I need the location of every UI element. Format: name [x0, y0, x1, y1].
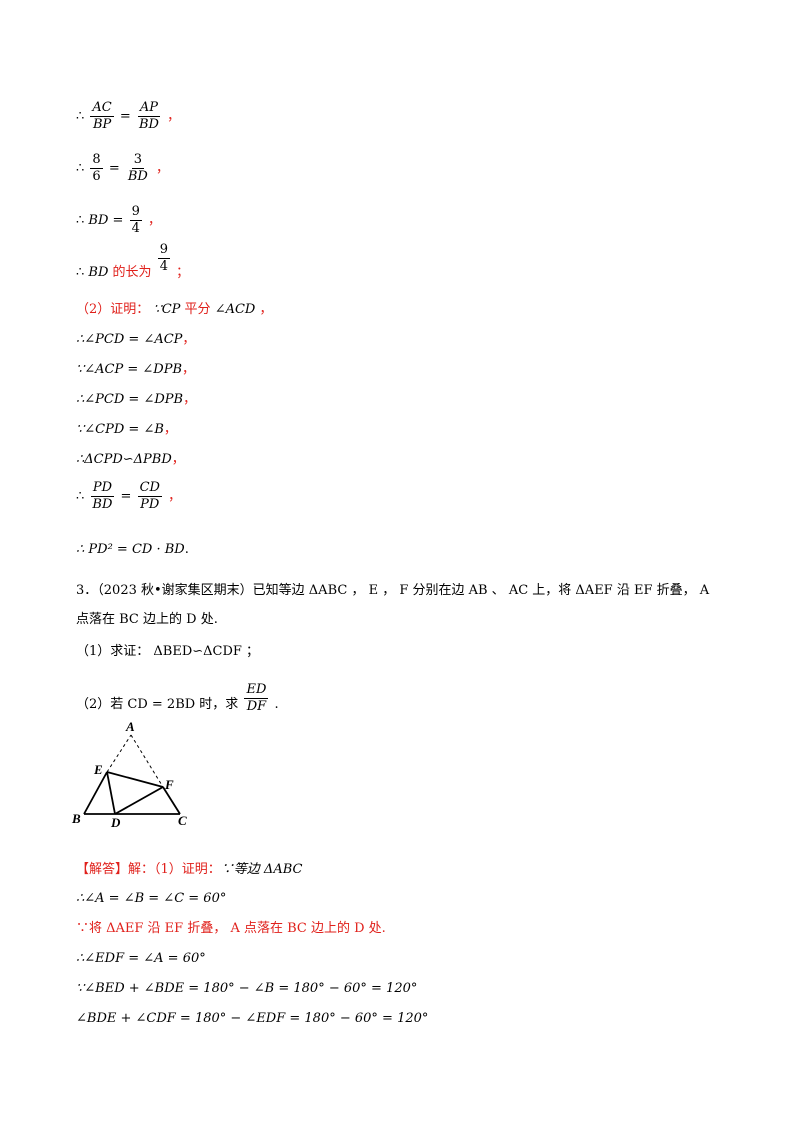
label-b: B — [71, 811, 81, 826]
label-a: A — [125, 719, 135, 734]
label-c: C — [178, 813, 187, 828]
answer-line: ∵将 ΔAEF 沿 EF 折叠， A 点落在 BC 边上的 D 处. — [76, 921, 386, 936]
answer-header: 【解答】解：（1）证明：∵等边 ΔABC — [76, 862, 303, 877]
answer-line: ∴∠EDF = ∠A = 60° — [76, 951, 206, 966]
label-f: F — [164, 777, 174, 792]
answer-line: ∴∠A = ∠B = ∠C = 60° — [76, 891, 227, 906]
proof-2-start: （2）证明： ∵CP 平分 ∠ACD ， — [76, 302, 273, 317]
label-e: E — [93, 762, 103, 777]
fraction: CD PD — [137, 480, 162, 512]
answer-line: ∵∠BED + ∠BDE = 180° − ∠B = 180° − 60° = … — [76, 981, 418, 996]
proof-line: ∴ΔCPD∽ΔPBD， — [76, 452, 185, 467]
question-3-sub-2: （2）若 CD = 2BD 时，求 ED DF . — [76, 682, 279, 714]
fraction: AP BD — [137, 100, 160, 132]
dashed-segment-af — [130, 734, 164, 788]
proof-conclusion: ∴ PD² = CD · BD. — [76, 542, 189, 557]
segment-ef — [106, 771, 164, 788]
fraction: AC BP — [90, 100, 114, 132]
proof-line: ∴∠PCD = ∠DPB， — [76, 392, 197, 407]
question-3-line-1: 3．（2023 秋•谢家集区期末）已知等边 ΔABC ， E ， F 分别在边 … — [76, 583, 710, 598]
question-3-sub-1: （1）求证： ΔBED∽ΔCDF ； — [76, 644, 260, 659]
fraction: ED DF — [244, 682, 269, 714]
fraction: PD BD — [90, 480, 114, 512]
triangle-figure: A E F B D C — [71, 719, 187, 830]
label-d: D — [110, 815, 121, 830]
question-3-line-2: 点落在 BC 边上的 D 处. — [76, 612, 218, 627]
line-frac-1: ∴ AC BP = AP BD ， — [76, 100, 181, 132]
segment-fc — [162, 786, 181, 815]
proof-line: ∴∠PCD = ∠ACP， — [76, 332, 196, 347]
dashed-segment-ea — [106, 734, 132, 773]
segment-df — [114, 786, 164, 815]
segment-be — [83, 771, 108, 815]
segment-ed — [106, 771, 116, 815]
fraction: 3 BD — [127, 152, 148, 184]
line-frac-pd: ∴ PD BD = CD PD ， — [76, 480, 182, 512]
answer-line: ∠BDE + ∠CDF = 180° − ∠EDF = 180° − 60° =… — [76, 1011, 429, 1026]
proof-line: ∵∠CPD = ∠B， — [76, 422, 177, 437]
proof-line: ∵∠ACP = ∠DPB， — [76, 362, 196, 377]
